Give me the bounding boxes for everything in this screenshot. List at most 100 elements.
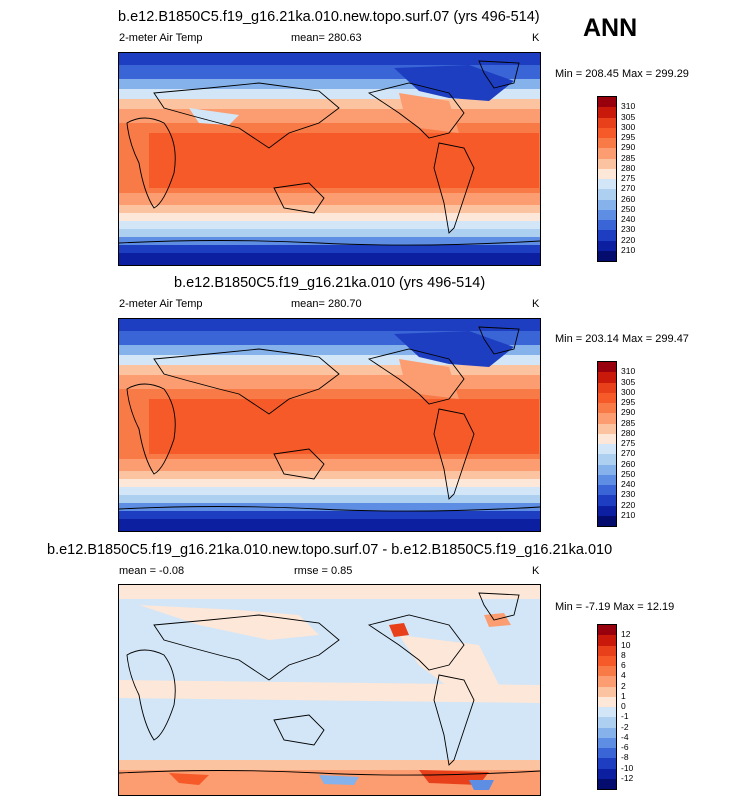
colorbar-tick-label: 285: [621, 417, 636, 428]
colorbar-swatch: [598, 676, 616, 687]
colorbar-tick-label: 275: [621, 173, 636, 183]
colorbar-swatch: [598, 717, 616, 728]
colorbar-swatch: [598, 117, 616, 128]
colorbar-swatch: [598, 107, 616, 118]
colorbar-swatch: [598, 403, 616, 414]
colorbar-tick-label: -8: [621, 752, 629, 763]
colorbar-swatch: [598, 666, 616, 677]
panel-1-units-label: K: [532, 32, 540, 44]
colorbar-tick-label: 280: [621, 162, 636, 173]
colorbar-tick-label: 240: [621, 214, 636, 224]
colorbar-swatch: [598, 199, 616, 210]
panel-3-difference-field: [119, 585, 540, 795]
colorbar-swatch: [598, 768, 616, 779]
colorbar-tick-label: 250: [621, 203, 636, 214]
colorbar-tick-label: 260: [621, 193, 636, 204]
panel-1-map: [118, 52, 541, 266]
colorbar-tick-label: -2: [621, 721, 629, 732]
panel-2-mean-label: mean= 280.70: [291, 298, 362, 310]
colorbar-swatch: [598, 209, 616, 220]
panel-1-variable-label: 2-meter Air Temp: [119, 32, 203, 44]
colorbar-tick-label: 270: [621, 183, 636, 194]
colorbar-swatch: [598, 240, 616, 251]
colorbar-tick-label: 250: [621, 468, 636, 479]
colorbar-tick-label: 295: [621, 132, 636, 142]
colorbar-swatch: [598, 168, 616, 179]
panel-3-map: [118, 584, 541, 796]
colorbar-tick-label: -1: [621, 711, 629, 722]
colorbar-tick-label: 280: [621, 427, 636, 438]
colorbar-tick-label: -12: [621, 772, 634, 783]
panel-2-map: [118, 318, 541, 532]
colorbar-swatch: [598, 485, 616, 496]
colorbar-tick-label: 275: [621, 438, 636, 448]
colorbar-tick-label: 210: [621, 509, 636, 520]
colorbar-swatch: [598, 413, 616, 424]
colorbar-tick-label: 230: [621, 224, 636, 235]
colorbar-tick-label: 12: [621, 629, 631, 640]
colorbar-tick-label: 285: [621, 152, 636, 163]
colorbar-swatch: [598, 382, 616, 393]
colorbar-swatch: [598, 148, 616, 159]
colorbar-swatch: [598, 158, 616, 169]
panel-3-rmse-label: rmse = 0.85: [294, 565, 353, 577]
colorbar-swatch: [598, 220, 616, 231]
colorbar-tick-label: 240: [621, 479, 636, 489]
panel-3-units-label: K: [532, 565, 540, 577]
colorbar-tick-label: 230: [621, 489, 636, 500]
colorbar-tick-label: 8: [621, 649, 626, 660]
colorbar-tick-label: 305: [621, 376, 636, 387]
colorbar-swatch: [598, 737, 616, 748]
colorbar-tick-label: 2: [621, 680, 626, 691]
colorbar-tick-label: 310: [621, 101, 636, 112]
colorbar-swatch: [598, 423, 616, 434]
colorbar-swatch: [598, 748, 616, 759]
colorbar-swatch: [598, 454, 616, 465]
colorbar-swatch: [598, 686, 616, 697]
panel-3-minmax-label: Min = -7.19 Max = 12.19: [555, 601, 675, 613]
colorbar-tick-label: 300: [621, 386, 636, 397]
panel-3-title: b.e12.B1850C5.f19_g16.21ka.010.new.topo.…: [47, 542, 613, 558]
colorbar-tick-label: 220: [621, 499, 636, 510]
panel-2-temperature-field: [119, 319, 540, 531]
colorbar-tick-label: 6: [621, 660, 626, 670]
panel-3-colorbar: [597, 624, 617, 790]
colorbar-tick-label: 220: [621, 234, 636, 245]
colorbar-swatch: [598, 515, 616, 526]
colorbar-swatch: [598, 362, 616, 373]
colorbar-tick-label: 0: [621, 701, 626, 711]
colorbar-swatch: [598, 505, 616, 516]
colorbar-tick-label: 290: [621, 142, 636, 153]
panel-2-minmax-label: Min = 203.14 Max = 299.47: [555, 333, 689, 345]
colorbar-tick-label: 210: [621, 244, 636, 255]
colorbar-tick-label: 10: [621, 639, 631, 650]
colorbar-swatch: [598, 495, 616, 506]
colorbar-swatch: [598, 474, 616, 485]
colorbar-swatch: [598, 97, 616, 108]
colorbar-swatch: [598, 189, 616, 200]
colorbar-swatch: [598, 635, 616, 646]
colorbar-swatch: [598, 250, 616, 261]
colorbar-swatch: [598, 464, 616, 475]
colorbar-swatch: [598, 179, 616, 190]
colorbar-tick-label: 1: [621, 690, 626, 701]
colorbar-swatch: [598, 372, 616, 383]
colorbar-swatch: [598, 444, 616, 455]
colorbar-swatch: [598, 655, 616, 666]
panel-1-colorbar: [597, 96, 617, 262]
colorbar-swatch: [598, 727, 616, 738]
colorbar-tick-label: 270: [621, 448, 636, 459]
colorbar-swatch: [598, 696, 616, 707]
colorbar-swatch: [598, 127, 616, 138]
panel-2-title: b.e12.B1850C5.f19_g16.21ka.010 (yrs 496-…: [174, 275, 486, 291]
colorbar-swatch: [598, 758, 616, 769]
panel-1-mean-label: mean= 280.63: [291, 32, 362, 44]
colorbar-tick-label: -10: [621, 762, 634, 773]
colorbar-swatch: [598, 433, 616, 444]
panel-2-units-label: K: [532, 298, 540, 310]
colorbar-swatch: [598, 707, 616, 718]
colorbar-tick-label: 310: [621, 366, 636, 377]
colorbar-tick-label: -4: [621, 731, 629, 742]
colorbar-swatch: [598, 138, 616, 149]
panel-2-variable-label: 2-meter Air Temp: [119, 298, 203, 310]
